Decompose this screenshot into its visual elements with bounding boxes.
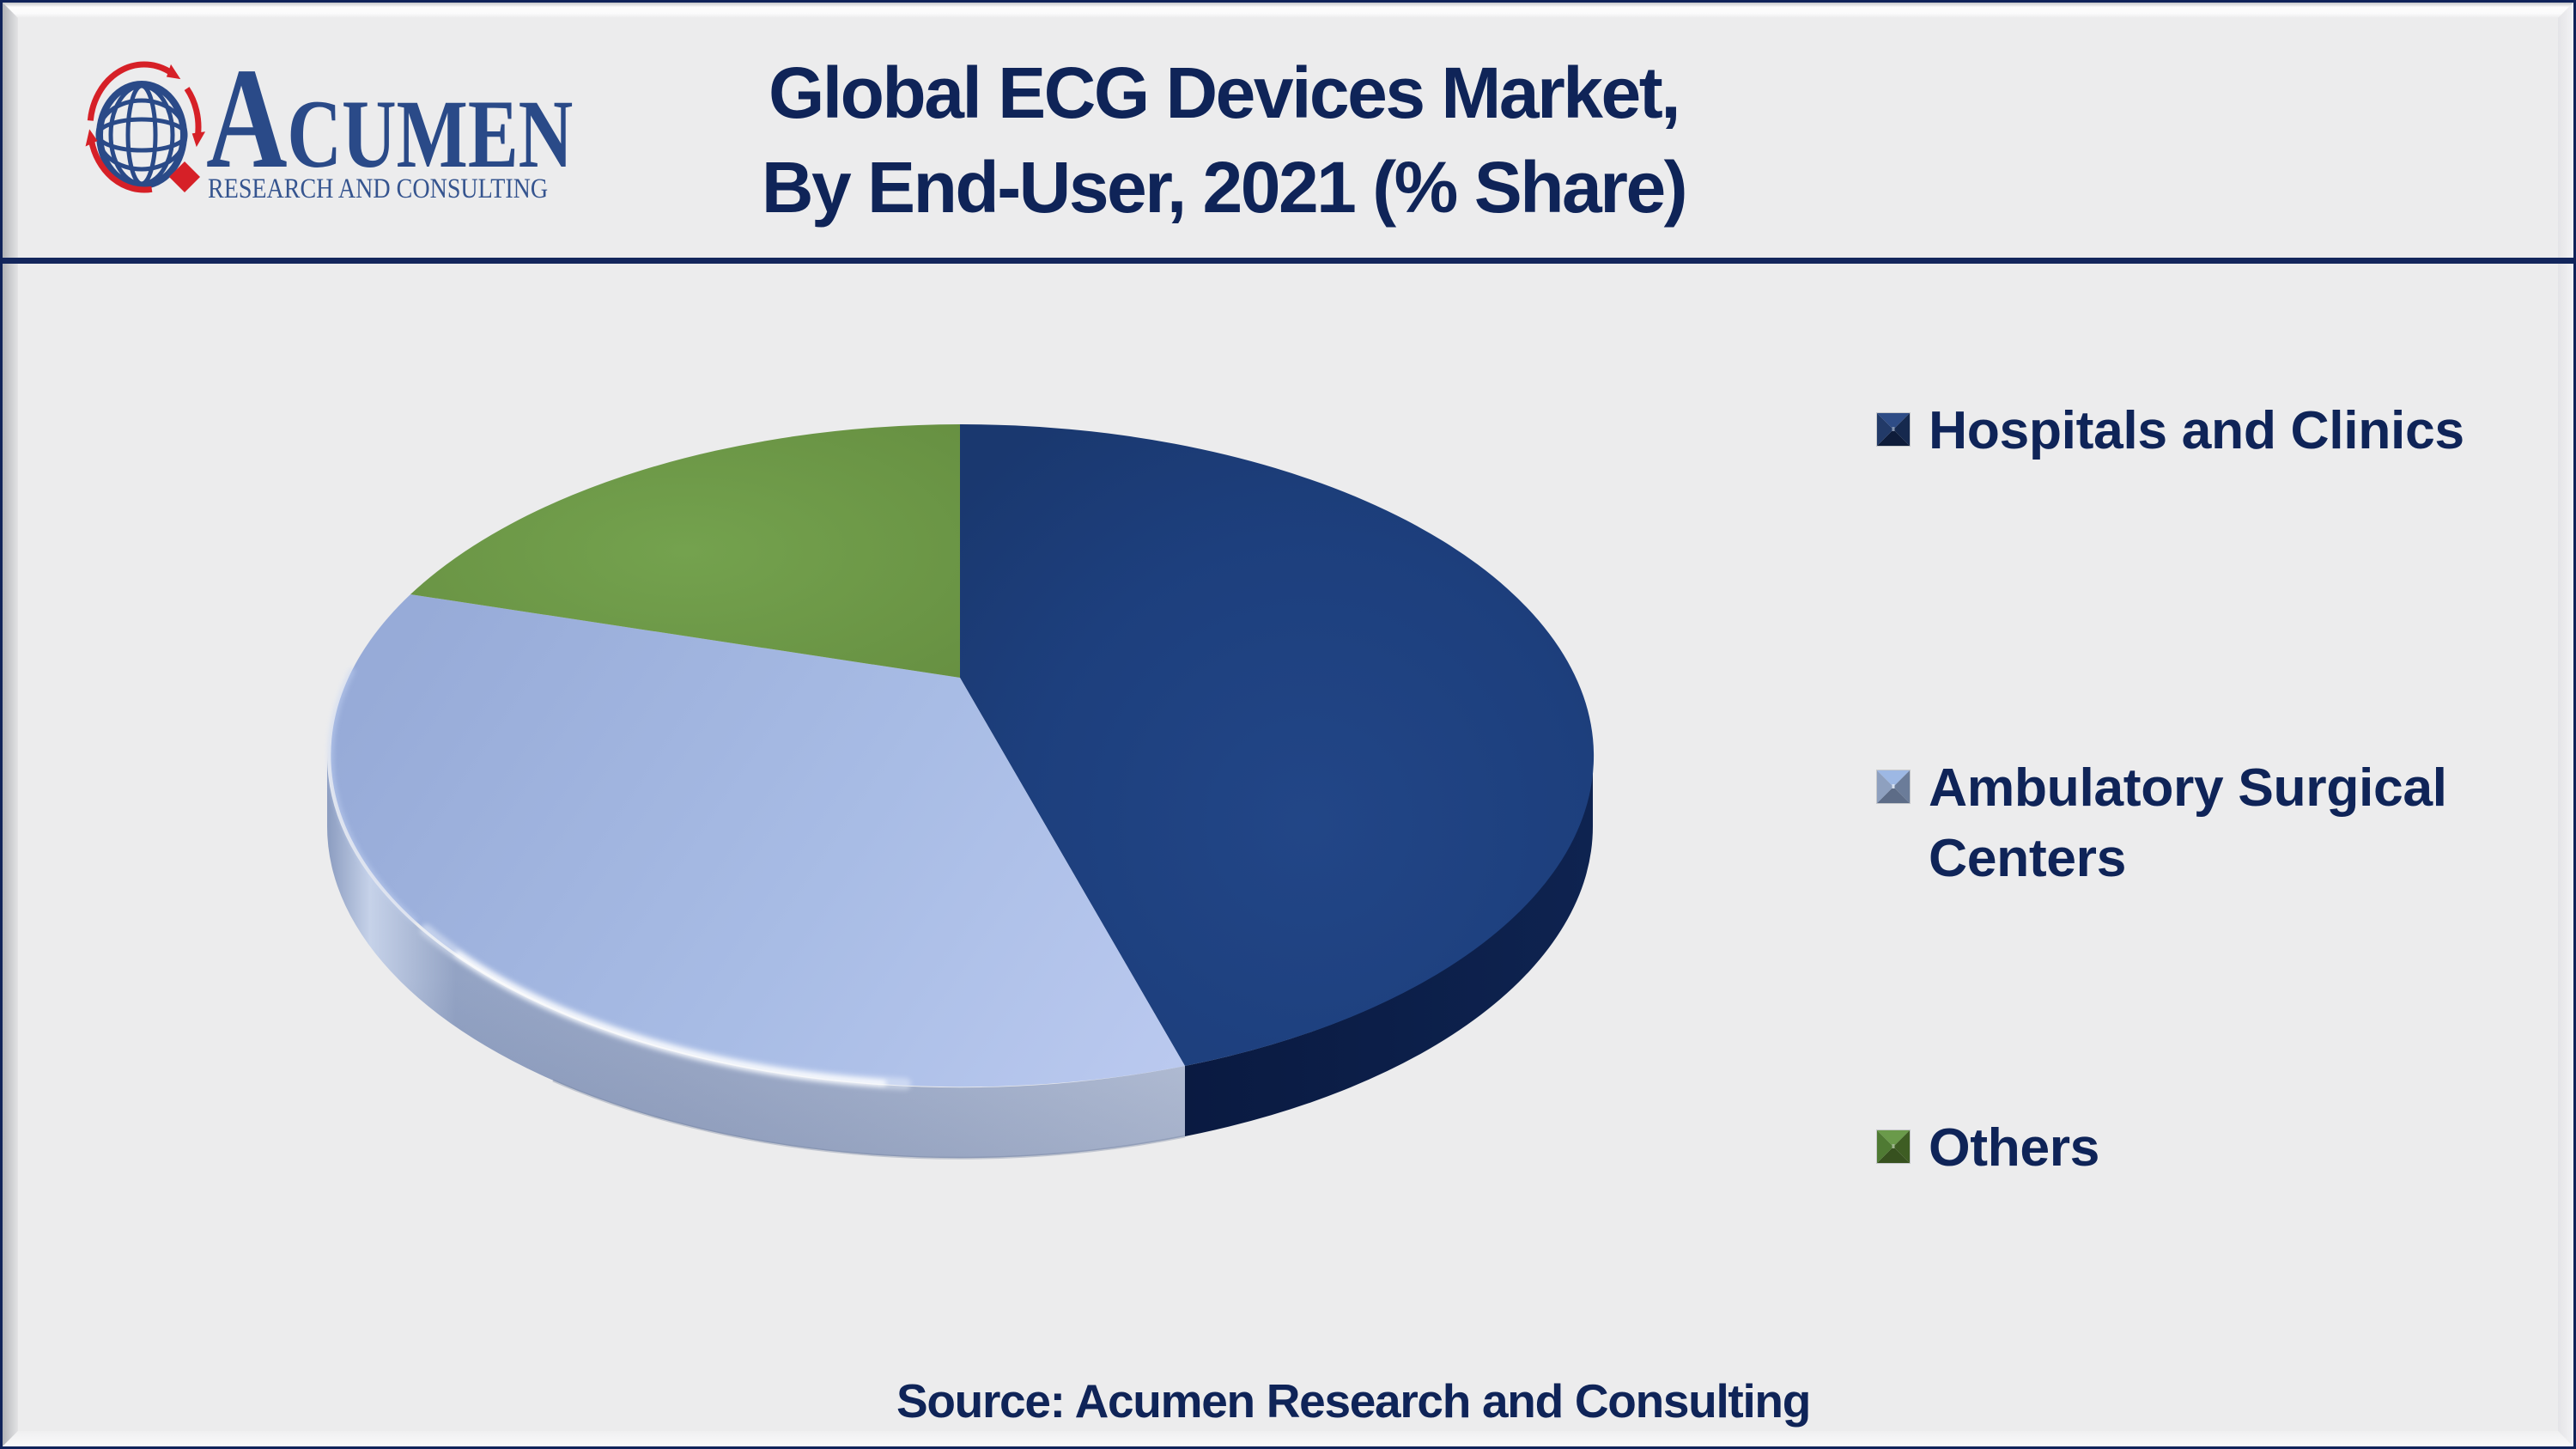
svg-text:A: A: [206, 52, 288, 198]
svg-text:RESEARCH AND CONSULTING: RESEARCH AND CONSULTING: [208, 173, 548, 204]
svg-text:CUMEN: CUMEN: [287, 81, 573, 188]
